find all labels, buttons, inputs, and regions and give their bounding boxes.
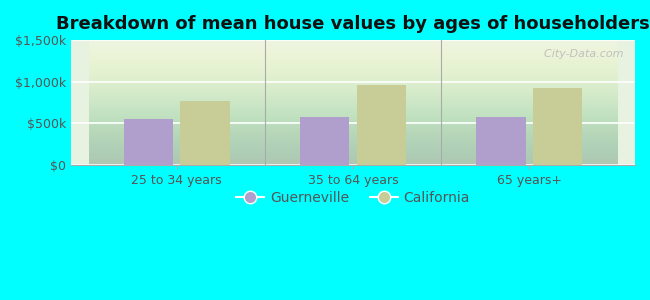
Text: City-Data.com: City-Data.com [537, 49, 624, 59]
Bar [300, 118, 350, 165]
Bar [356, 85, 406, 165]
Bar [533, 88, 582, 165]
Bar [124, 119, 173, 165]
Bar [476, 117, 526, 165]
Legend: Guerneville, California: Guerneville, California [231, 185, 475, 210]
Bar [180, 101, 229, 165]
Title: Breakdown of mean house values by ages of householders: Breakdown of mean house values by ages o… [56, 15, 650, 33]
